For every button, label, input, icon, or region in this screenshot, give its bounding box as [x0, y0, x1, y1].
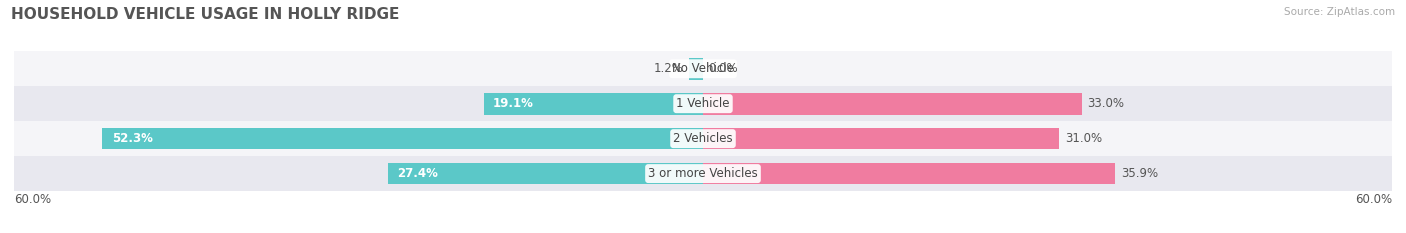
Text: 2 Vehicles: 2 Vehicles	[673, 132, 733, 145]
Bar	[484, 93, 703, 115]
Text: 27.4%: 27.4%	[398, 167, 439, 180]
Bar	[14, 121, 1392, 156]
Bar	[689, 58, 703, 80]
Text: 19.1%: 19.1%	[494, 97, 534, 110]
Bar	[703, 128, 1059, 150]
Text: Source: ZipAtlas.com: Source: ZipAtlas.com	[1284, 7, 1395, 17]
Text: 1.2%: 1.2%	[654, 62, 683, 75]
Text: 1 Vehicle: 1 Vehicle	[676, 97, 730, 110]
Text: HOUSEHOLD VEHICLE USAGE IN HOLLY RIDGE: HOUSEHOLD VEHICLE USAGE IN HOLLY RIDGE	[11, 7, 399, 22]
Text: No Vehicle: No Vehicle	[672, 62, 734, 75]
Text: 35.9%: 35.9%	[1121, 167, 1159, 180]
Text: 52.3%: 52.3%	[111, 132, 152, 145]
Bar	[703, 93, 1083, 115]
Bar	[14, 51, 1392, 86]
Text: 3 or more Vehicles: 3 or more Vehicles	[648, 167, 758, 180]
Text: 60.0%: 60.0%	[1355, 193, 1392, 206]
Text: 33.0%: 33.0%	[1088, 97, 1125, 110]
Text: 60.0%: 60.0%	[14, 193, 51, 206]
Text: 31.0%: 31.0%	[1064, 132, 1102, 145]
Bar	[14, 156, 1392, 191]
Text: 0.0%: 0.0%	[709, 62, 738, 75]
Bar	[103, 128, 703, 150]
Bar	[703, 163, 1115, 185]
Bar	[14, 86, 1392, 121]
Bar	[388, 163, 703, 185]
